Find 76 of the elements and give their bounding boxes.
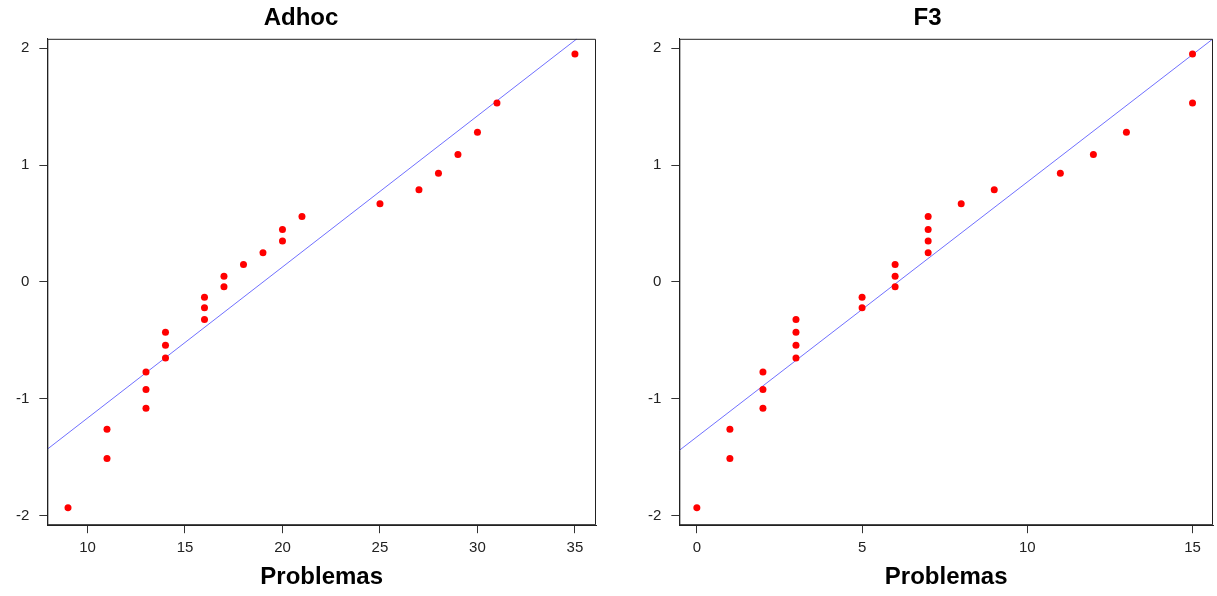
point xyxy=(792,341,800,349)
point xyxy=(239,260,247,268)
point xyxy=(161,341,169,349)
point xyxy=(924,225,932,233)
point xyxy=(726,425,734,433)
y-tick-label: 2 xyxy=(20,38,30,56)
point xyxy=(161,328,169,336)
y-tick-label: 0 xyxy=(652,272,662,290)
chart-title: F3 xyxy=(913,3,942,31)
y-tick-label: -1 xyxy=(15,389,30,407)
point xyxy=(64,504,72,512)
y-tick-label: -2 xyxy=(15,505,30,523)
y-tick-label: 2 xyxy=(652,38,662,56)
x-axis-title: Problemas xyxy=(884,562,1008,590)
point xyxy=(693,504,701,512)
x-tick-label: 30 xyxy=(469,538,486,556)
point xyxy=(858,293,866,301)
x-tick-label: 35 xyxy=(566,538,584,556)
point xyxy=(454,151,462,159)
point xyxy=(103,425,111,433)
point xyxy=(759,368,767,376)
y-tick-label: 1 xyxy=(652,155,662,173)
point xyxy=(161,354,169,362)
point xyxy=(891,283,899,291)
point xyxy=(891,260,899,268)
point xyxy=(1189,50,1197,58)
x-tick-label: 10 xyxy=(1018,538,1036,556)
point xyxy=(990,186,998,194)
point xyxy=(103,455,111,463)
point xyxy=(1122,128,1130,136)
point xyxy=(792,315,800,323)
point xyxy=(924,249,932,257)
point xyxy=(200,293,208,301)
point xyxy=(891,272,899,280)
point xyxy=(1056,169,1064,177)
point xyxy=(220,272,228,280)
y-tick-label: -1 xyxy=(647,389,662,407)
x-axis-title: Problemas xyxy=(260,562,384,590)
x-tick-label: 5 xyxy=(857,538,867,556)
point xyxy=(298,213,306,221)
point xyxy=(792,354,800,362)
point xyxy=(278,237,286,245)
point xyxy=(220,283,228,291)
point xyxy=(434,169,442,177)
point xyxy=(376,200,384,208)
x-tick-label: 15 xyxy=(176,538,194,556)
x-tick-label: 10 xyxy=(79,538,96,556)
point xyxy=(726,455,734,463)
point xyxy=(759,386,767,394)
point xyxy=(792,328,800,336)
point xyxy=(259,249,267,257)
point xyxy=(1089,151,1097,159)
x-tick-label: 25 xyxy=(371,538,389,556)
x-tick-label: 15 xyxy=(1184,538,1201,556)
x-tick-label: 20 xyxy=(274,538,291,556)
point xyxy=(142,368,150,376)
point xyxy=(473,128,481,136)
point xyxy=(858,304,866,312)
point xyxy=(924,213,932,221)
y-tick-label: -2 xyxy=(647,505,662,523)
point xyxy=(957,200,965,208)
point xyxy=(278,225,286,233)
x-tick-label: 0 xyxy=(692,538,702,556)
point xyxy=(142,404,150,412)
point xyxy=(415,186,423,194)
point xyxy=(493,99,501,107)
point xyxy=(1189,99,1197,107)
point xyxy=(759,404,767,412)
chart-title: Adhoc xyxy=(263,3,339,31)
point xyxy=(200,304,208,312)
point xyxy=(142,386,150,394)
y-tick-label: 0 xyxy=(20,272,30,290)
y-tick-label: 1 xyxy=(20,155,30,173)
point xyxy=(571,50,579,58)
point xyxy=(200,315,208,323)
point xyxy=(924,237,932,245)
